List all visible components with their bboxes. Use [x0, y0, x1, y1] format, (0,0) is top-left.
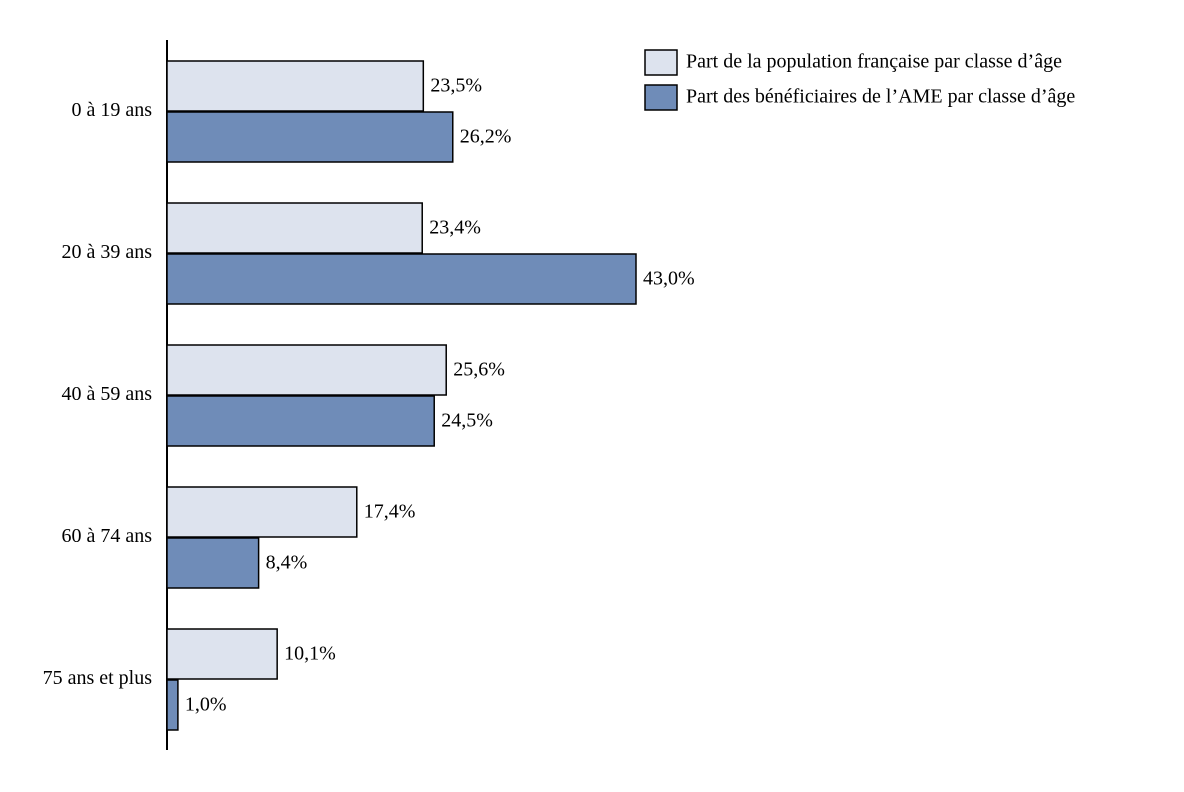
legend-swatch — [644, 49, 678, 76]
value-label: 8,4% — [266, 552, 308, 574]
bar — [166, 111, 454, 163]
legend-label: Part de la population française par clas… — [686, 51, 1062, 73]
value-label: 17,4% — [364, 501, 416, 523]
y-tick-label: 40 à 59 ans — [61, 383, 152, 405]
bar — [166, 202, 423, 254]
bar — [166, 253, 637, 305]
bar — [166, 679, 179, 731]
bar — [166, 344, 447, 396]
value-label: 1,0% — [185, 694, 227, 716]
bar — [166, 486, 358, 538]
legend-label: Part des bénéficiaires de l’AME par clas… — [686, 86, 1075, 108]
value-label: 25,6% — [453, 359, 505, 381]
y-tick-label: 60 à 74 ans — [61, 525, 152, 547]
y-tick-label: 75 ans et plus — [43, 667, 153, 689]
y-tick-label: 20 à 39 ans — [61, 241, 152, 263]
value-label: 26,2% — [460, 126, 512, 148]
value-label: 43,0% — [643, 268, 695, 290]
bar — [166, 537, 260, 589]
value-label: 24,5% — [441, 410, 493, 432]
bar — [166, 60, 425, 112]
legend-swatch — [644, 84, 678, 111]
y-tick-label: 0 à 19 ans — [71, 99, 152, 121]
bar — [166, 395, 435, 447]
bar — [166, 628, 278, 680]
value-label: 10,1% — [284, 643, 336, 665]
value-label: 23,4% — [429, 217, 481, 239]
value-label: 23,5% — [430, 75, 482, 97]
